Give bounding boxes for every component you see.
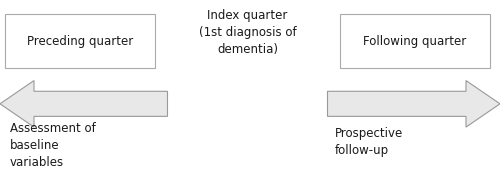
Text: Index quarter
(1st diagnosis of
dementia): Index quarter (1st diagnosis of dementia… xyxy=(198,9,296,56)
Text: Following quarter: Following quarter xyxy=(364,35,467,48)
Text: Preceding quarter: Preceding quarter xyxy=(27,35,133,48)
FancyBboxPatch shape xyxy=(340,14,490,68)
Polygon shape xyxy=(328,81,500,127)
Text: Prospective
follow-up: Prospective follow-up xyxy=(335,127,403,157)
FancyBboxPatch shape xyxy=(5,14,155,68)
Text: Assessment of
baseline
variables: Assessment of baseline variables xyxy=(10,122,96,169)
Polygon shape xyxy=(0,81,168,127)
